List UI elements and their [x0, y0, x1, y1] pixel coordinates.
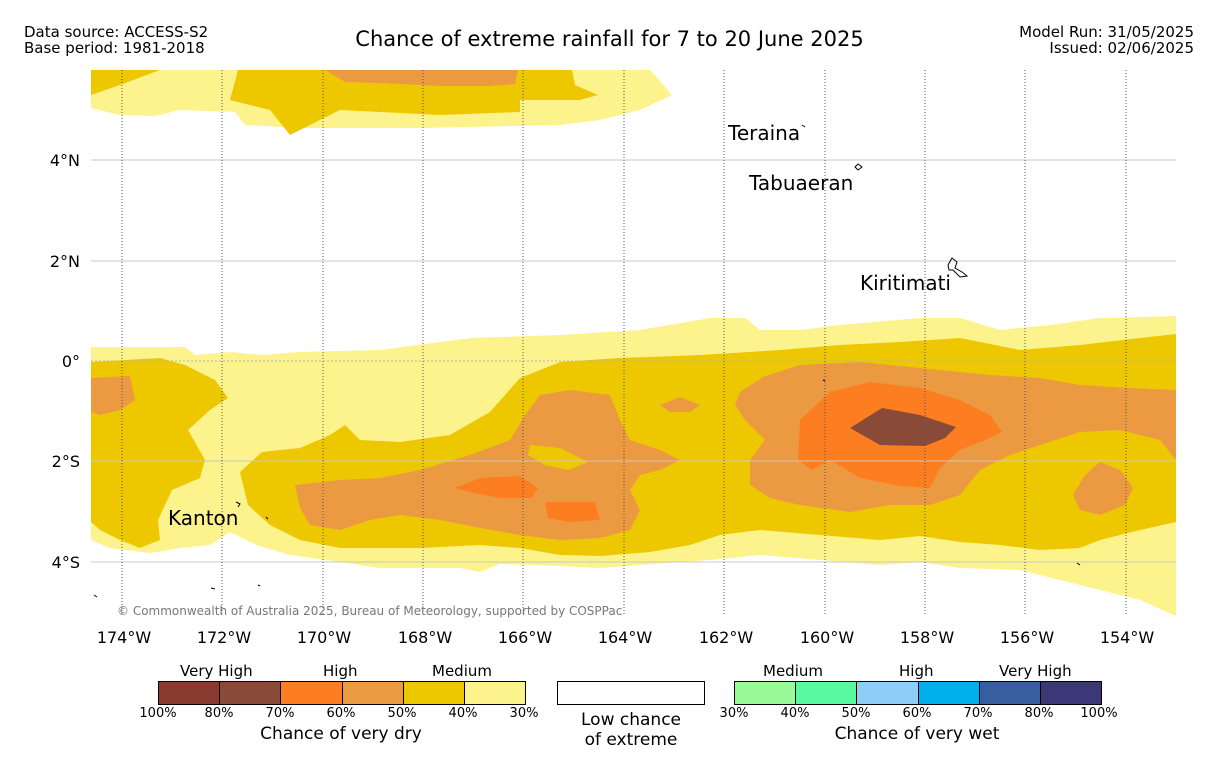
wet-legend-caption: Chance of very wet [834, 724, 1000, 744]
graticule [91, 70, 1176, 616]
south-band-70 [850, 408, 956, 446]
wet-tick-30: 30% [719, 706, 749, 721]
lon-label-174w: 174°W [97, 628, 152, 647]
small-island-a [265, 516, 269, 520]
south-band-50a [91, 376, 135, 415]
dry-tick-70: 70% [265, 706, 295, 721]
south-band-50d [1073, 462, 1133, 515]
low-chance-line2: of extreme [584, 730, 678, 750]
data-source-text: Data source: ACCESS-S2 [24, 23, 209, 41]
small-island-e [822, 379, 826, 382]
issued-text: Issued: 02/06/2025 [1049, 39, 1194, 57]
south-band-40c [528, 445, 588, 470]
dry-category-high: High [323, 662, 358, 680]
wet-swatch-60-70 [918, 682, 980, 704]
dry-tick-100: 100% [139, 706, 177, 721]
south-band-60a [455, 476, 538, 498]
place-label-kiritimati: Kiritimati [860, 271, 951, 295]
place-label-tabuaeran: Tabuaeran [748, 171, 853, 195]
dry-tick-60: 60% [326, 706, 356, 721]
place-label-teraina: Teraina [727, 121, 800, 145]
dry-swatch-60-70 [281, 682, 343, 704]
header-left: Data source: ACCESS-S2 Base period: 1981… [24, 24, 208, 56]
dry-tick-30: 30% [509, 706, 539, 721]
latitude-labels: 4°N 2°N 0° 2°S 4°S [50, 151, 80, 572]
dry-tick-50: 50% [387, 706, 417, 721]
forecast-map: 4°N 2°N 0° 2°S 4°S 174°W 172°W 170°W 168… [50, 70, 1176, 647]
wet-swatch-40-50 [796, 682, 858, 704]
wet-swatch-80-100 [1040, 682, 1102, 704]
model-run-text: Model Run: 31/05/2025 [1019, 23, 1194, 41]
wet-tick-40: 40% [780, 706, 810, 721]
copyright-text: © Commonwealth of Australia 2025, Bureau… [117, 604, 622, 618]
south-band-50e [660, 397, 700, 412]
wet-tick-50: 50% [841, 706, 871, 721]
longitude-labels: 174°W 172°W 170°W 168°W 166°W 164°W 162°… [97, 628, 1155, 647]
wet-swatch-70-80 [979, 682, 1041, 704]
dry-tick-80: 80% [204, 706, 234, 721]
lon-label-162w: 162°W [699, 628, 754, 647]
wet-tick-60: 60% [902, 706, 932, 721]
place-labels: Teraina Tabuaeran Kiritimati Kanton [168, 121, 951, 530]
dry-category-very-high: Very High [180, 662, 253, 680]
north-band-50 [325, 70, 518, 86]
lon-label-172w: 172°W [197, 628, 252, 647]
lat-label-0: 0° [62, 352, 80, 371]
north-band-40b [230, 70, 598, 135]
base-period-text: Base period: 1981-2018 [24, 39, 205, 57]
south-band-60b [545, 502, 600, 522]
dry-swatch-30-40 [464, 682, 526, 704]
lon-label-154w: 154°W [1100, 628, 1155, 647]
dry-swatch-80-100 [159, 682, 221, 704]
teraina-island [801, 124, 806, 128]
wet-tick-100: 100% [1080, 706, 1118, 721]
small-island-d [93, 594, 98, 598]
island-outlines [93, 124, 1081, 598]
lon-label-166w: 166°W [498, 628, 553, 647]
low-chance-swatch [557, 681, 705, 705]
lat-label-4s: 4°S [52, 553, 80, 572]
dry-legend-caption: Chance of very dry [260, 724, 422, 744]
wet-tick-80: 80% [1024, 706, 1054, 721]
lon-label-164w: 164°W [598, 628, 653, 647]
lat-label-2n: 2°N [50, 252, 80, 271]
lon-label-156w: 156°W [1000, 628, 1055, 647]
header-right: Model Run: 31/05/2025 Issued: 02/06/2025 [1019, 24, 1194, 56]
dry-swatch-70-80 [220, 682, 282, 704]
lon-label-158w: 158°W [900, 628, 955, 647]
kanton-island [235, 501, 241, 508]
wet-tick-70: 70% [963, 706, 993, 721]
place-label-kanton: Kanton [168, 506, 238, 530]
lon-label-168w: 168°W [398, 628, 453, 647]
lat-label-2s: 2°S [52, 452, 80, 471]
map-title: Chance of extreme rainfall for 7 to 20 J… [355, 27, 864, 51]
lon-label-160w: 160°W [800, 628, 855, 647]
small-island-c [257, 584, 261, 587]
dry-colorbar [158, 681, 526, 705]
wet-category-medium: Medium [763, 662, 823, 680]
low-chance-line1: Low chance [581, 710, 681, 730]
low-chance-label: Low chance of extreme [557, 710, 705, 750]
dry-category-medium: Medium [432, 662, 492, 680]
kiritimati-island [947, 257, 969, 278]
wet-category-very-high: Very High [999, 662, 1072, 680]
wet-swatch-50-60 [857, 682, 919, 704]
small-island-b [210, 587, 216, 590]
wet-colorbar [734, 681, 1102, 705]
small-island-f [1076, 562, 1081, 566]
wet-category-high: High [899, 662, 934, 680]
lon-label-170w: 170°W [297, 628, 352, 647]
dry-swatch-50-60 [342, 682, 404, 704]
north-band-40 [91, 70, 160, 95]
dry-swatch-40-50 [403, 682, 465, 704]
dry-tick-40: 40% [448, 706, 478, 721]
probability-contours [91, 70, 1176, 616]
tabuaeran-island [854, 163, 863, 171]
wet-swatch-30-40 [735, 682, 797, 704]
lat-label-4n: 4°N [50, 151, 80, 170]
